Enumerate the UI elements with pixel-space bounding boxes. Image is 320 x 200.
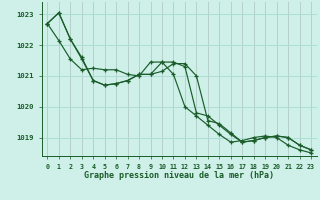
X-axis label: Graphe pression niveau de la mer (hPa): Graphe pression niveau de la mer (hPa) (84, 171, 274, 180)
